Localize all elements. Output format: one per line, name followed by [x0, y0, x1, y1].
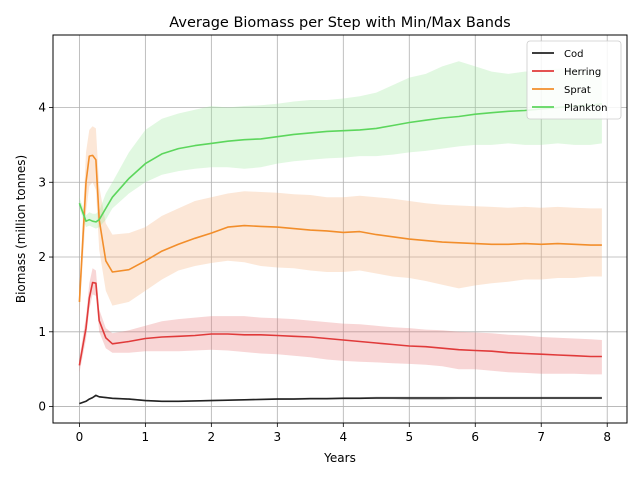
chart-title: Average Biomass per Step with Min/Max Ba…	[169, 15, 510, 31]
x-axis-label: Years	[323, 451, 356, 465]
x-tick-label: 3	[274, 430, 282, 444]
sprat-legend-label: Sprat	[564, 85, 591, 96]
y-tick-label: 0	[38, 400, 46, 414]
herring-line	[78, 281, 602, 366]
legend: Cod Herring Sprat Plankton	[526, 40, 622, 120]
x-tick-label: 0	[76, 430, 84, 444]
plankton-line	[78, 103, 603, 223]
y-tick-label: 4	[38, 101, 46, 115]
herring-legend-label: Herring	[564, 67, 601, 78]
x-axis-ticks: 0 1 2 3 4 5 6 7 8	[76, 423, 611, 444]
plankton-legend-label: Plankton	[564, 103, 607, 114]
plankton-band	[79, 61, 602, 229]
cod-legend-label: Cod	[564, 49, 583, 60]
x-tick-label: 8	[603, 430, 611, 444]
y-axis-label: Biomass (million tonnes)	[14, 155, 28, 303]
plot-frame	[52, 34, 628, 424]
y-axis-ticks: 0 1 2 3 4	[38, 101, 53, 414]
x-tick-label: 6	[471, 430, 479, 444]
sprat-band	[79, 126, 602, 317]
y-tick-label: 1	[38, 325, 46, 339]
x-tick-label: 1	[142, 430, 150, 444]
y-tick-label: 3	[38, 175, 46, 189]
x-tick-label: 2	[208, 430, 216, 444]
cod-line	[79, 394, 602, 405]
x-tick-label: 4	[339, 430, 347, 444]
y-tick-label: 2	[38, 250, 46, 264]
x-tick-label: 5	[405, 430, 413, 444]
series-lines	[78, 103, 603, 405]
x-tick-label: 7	[537, 430, 545, 444]
herring-band	[79, 268, 602, 375]
legend-box	[526, 40, 622, 120]
sprat-line	[78, 154, 602, 302]
